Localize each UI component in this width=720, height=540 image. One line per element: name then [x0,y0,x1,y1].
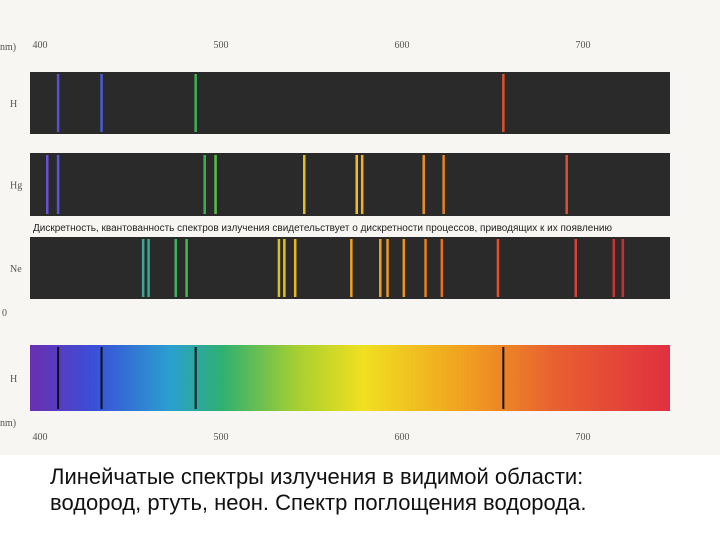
stray-mark: 0 [2,308,7,319]
spectrum-label: Ne [10,264,22,275]
tick-label: 400 [33,40,48,51]
spectrum-label: H [10,374,17,385]
spectrum-band [30,237,670,299]
spectrum-band [30,345,670,411]
caption-line: Линейчатые спектры излучения в видимой о… [50,464,583,489]
spectrum-band [30,72,670,134]
tick-label: 700 [576,40,591,51]
spectrum-label: H [10,99,17,110]
tick-label: 600 [395,432,410,443]
unit-top: nm) [0,42,16,53]
unit-bottom: nm) [0,418,16,429]
spectrum-label: Hg [10,181,22,192]
tick-label: 400 [33,432,48,443]
spectrum-band [30,153,670,216]
caption-line: водород, ртуть, неон. Спектр поглощения … [50,490,586,515]
tick-label: 700 [576,432,591,443]
tick-label: 500 [214,40,229,51]
tick-label: 600 [395,40,410,51]
tick-label: 500 [214,432,229,443]
overlay-text: Дискретность, квантованность спектров из… [33,223,612,234]
